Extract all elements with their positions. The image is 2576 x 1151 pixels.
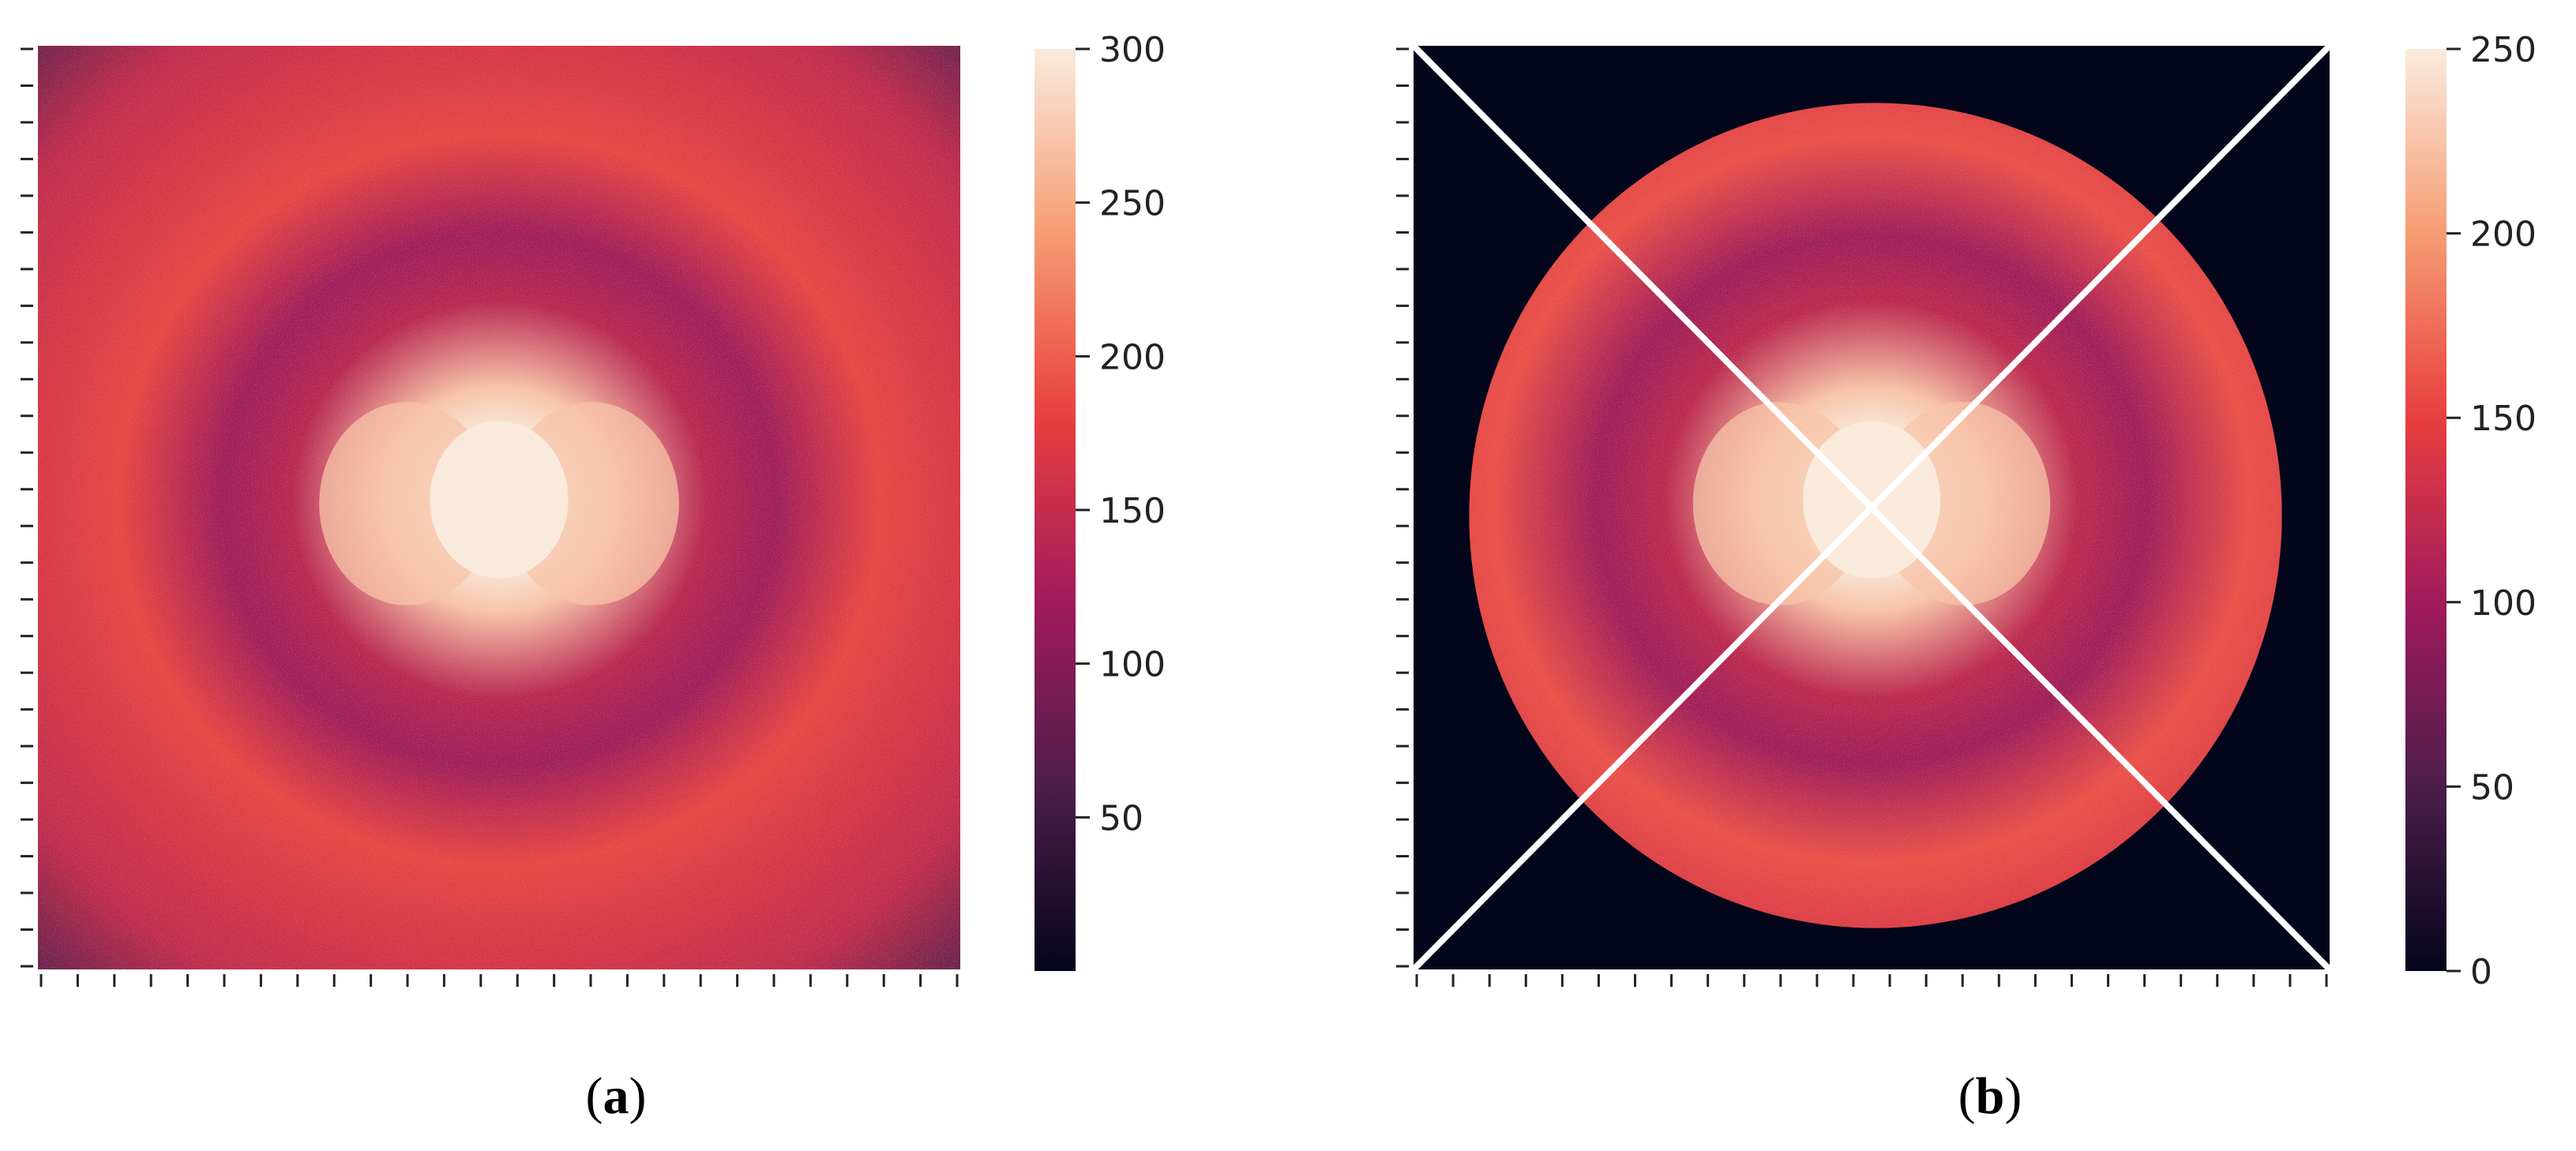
heatmap-b-circular-mask	[1469, 103, 2282, 928]
axis-ticks-a	[21, 47, 959, 987]
caption-b: (b)	[1958, 1067, 2022, 1125]
colorbar-tick-label: 0	[2470, 952, 2492, 992]
crosshair-diagonals	[1411, 43, 2332, 972]
colorbar-tick-label: 150	[1099, 491, 1166, 531]
heatmap-b-image	[1469, 103, 2282, 928]
colorbar-tick-label: 150	[2470, 399, 2537, 439]
colorbar-tick-label: 100	[1099, 645, 1166, 685]
heatmap-a-image	[38, 46, 960, 969]
axis-ticks-b	[1396, 47, 2328, 987]
crosshair-diagonal-2	[1411, 43, 2332, 972]
heatmap-panel-b: 0 50 100 150 200 250 (b)	[1396, 30, 2537, 1125]
colorbar-tick-label: 100	[2470, 583, 2537, 624]
colorbar-a-ticks: 50 100 150 200 250 300	[1076, 30, 1166, 838]
caption-b-label: b	[1976, 1067, 2005, 1125]
colorbar-a-bar	[1035, 49, 1076, 971]
colorbar-tick-label: 250	[2470, 30, 2537, 70]
colorbar-tick-label: 50	[2470, 767, 2514, 808]
colorbar-b: 0 50 100 150 200 250	[2405, 30, 2537, 992]
colorbar-tick-label: 250	[1099, 184, 1166, 224]
colorbar-tick-label: 200	[1099, 337, 1166, 377]
heatmap-panel-a: 50 100 150 200 250 300 (a)	[21, 30, 1166, 1125]
colorbar-b-ticks: 0 50 100 150 200 250	[2446, 30, 2537, 992]
caption-a-label: a	[603, 1067, 629, 1125]
heatmap-a	[38, 46, 960, 969]
caption-a: (a)	[586, 1067, 647, 1125]
heatmap-a-center-peak	[430, 421, 569, 579]
colorbar-a: 50 100 150 200 250 300	[1035, 30, 1166, 971]
heatmap-b	[1469, 103, 2282, 928]
colorbar-tick-label: 300	[1099, 30, 1166, 70]
colorbar-tick-label: 200	[2470, 215, 2537, 255]
colorbar-tick-label: 50	[1099, 798, 1143, 838]
colorbar-b-bar	[2405, 49, 2446, 971]
